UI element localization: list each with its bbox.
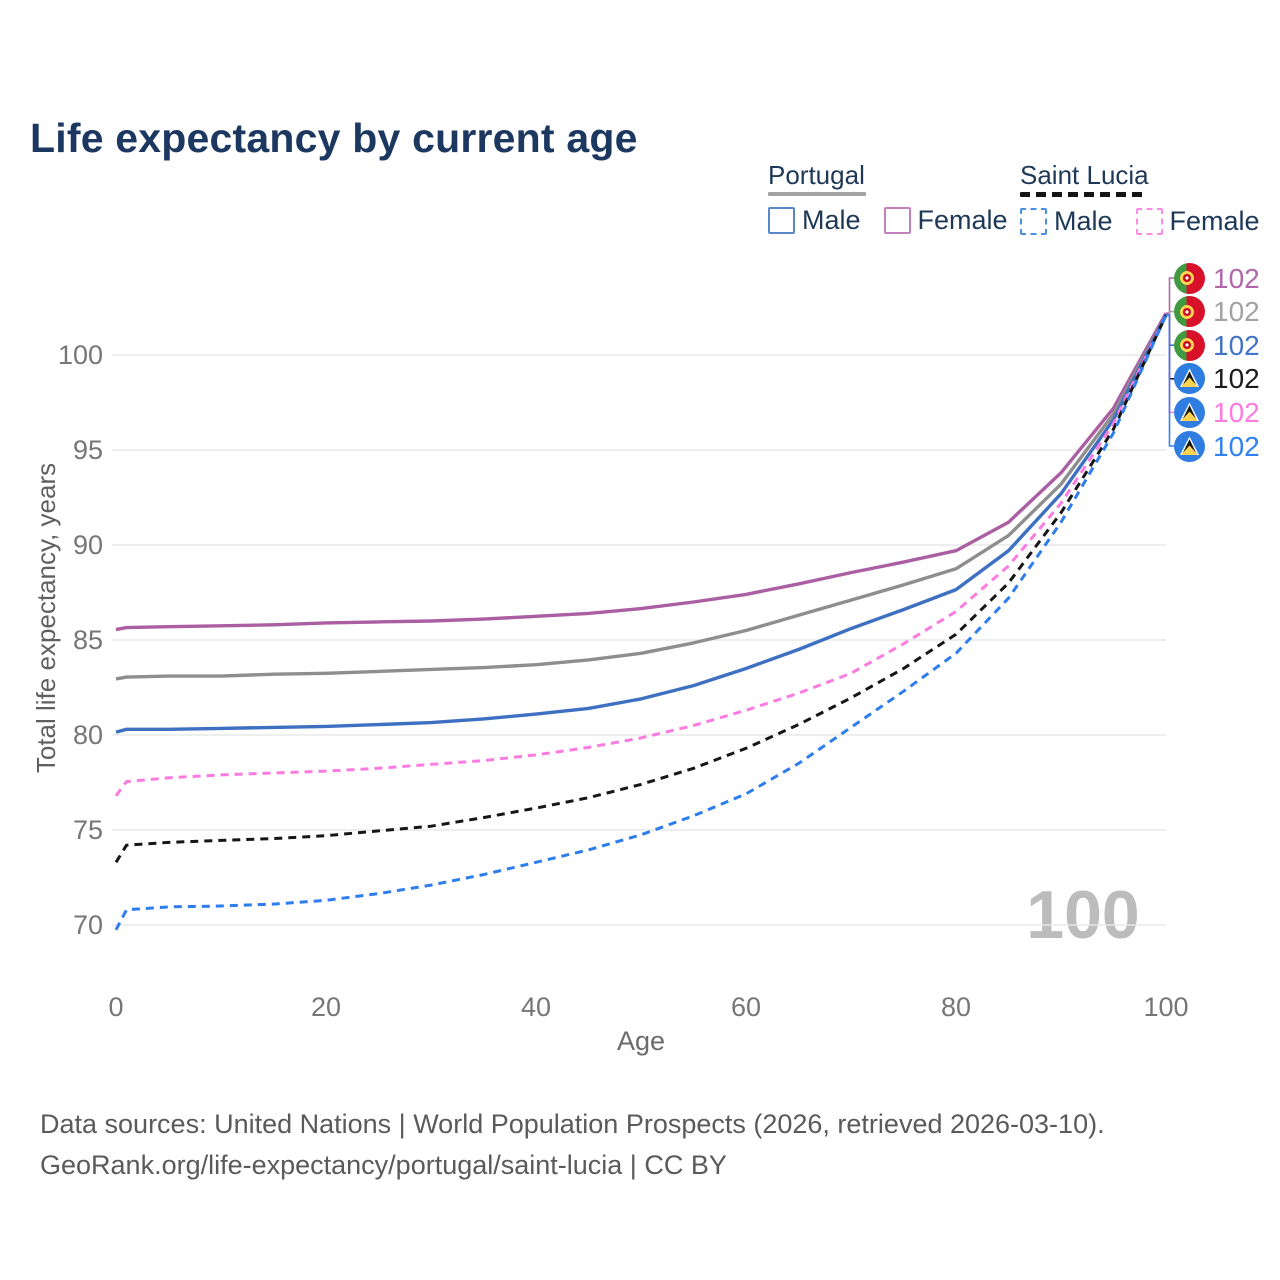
portugal-emblem-icon <box>1179 304 1194 319</box>
x-tick-label: 20 <box>311 992 341 1022</box>
saint-lucia-dashed-line-icon <box>1020 192 1144 197</box>
portugal-solid-line-icon <box>768 192 866 196</box>
portugal-flag-icon <box>1174 262 1205 294</box>
legend-country-portugal: Portugal <box>768 160 865 190</box>
legend-label-portugal-male: Male <box>802 205 861 235</box>
series-line-portugal-total <box>115 314 1168 681</box>
series-line-saint-lucia-total <box>114 314 1168 864</box>
saint-lucia-flag-icon <box>1174 363 1205 395</box>
data-sources-text: Data sources: United Nations | World Pop… <box>40 1109 1105 1139</box>
age-counter-watermark: 100 <box>1026 877 1140 953</box>
y-tick-label: 100 <box>58 340 103 370</box>
legend-item-saint-lucia-male[interactable]: Male <box>1020 206 1113 237</box>
legend-item-saint-lucia-female[interactable]: Female <box>1135 206 1260 237</box>
end-value: 102 <box>1213 296 1260 328</box>
page-title: Life expectancy by current age <box>30 115 638 162</box>
x-tick-label: 100 <box>1143 992 1188 1022</box>
attribution-text: GeoRank.org/life-expectancy/portugal/sai… <box>40 1150 727 1180</box>
line-chart: 70 75 80 85 90 95 100 0 20 40 60 80 100 <box>58 277 1189 1022</box>
series-end-label: 102 <box>1174 396 1260 428</box>
end-value: 102 <box>1213 430 1260 462</box>
legend-item-portugal-female[interactable]: Female <box>883 205 1008 236</box>
x-tick-label: 80 <box>941 992 971 1022</box>
portugal-flag-icon <box>1174 329 1205 361</box>
y-tick-label: 95 <box>73 435 103 465</box>
series-line-portugal-female <box>115 312 1168 632</box>
leader-line-portugal-female <box>1166 277 1174 314</box>
series-end-label: 102 <box>1174 262 1260 294</box>
end-value: 102 <box>1213 363 1260 395</box>
footer: Data sources: United Nations | World Pop… <box>40 1104 1105 1186</box>
legend-group-saint-lucia: Saint Lucia Male Female <box>1020 160 1260 237</box>
legend-country-saint-lucia: Saint Lucia <box>1020 160 1149 190</box>
portugal-emblem-icon <box>1179 338 1194 353</box>
y-tick-label: 80 <box>73 720 103 750</box>
x-tick-label: 0 <box>108 992 123 1022</box>
series-end-label: 102 <box>1174 329 1260 361</box>
legend-group-portugal: Portugal Male Female <box>768 160 1008 236</box>
saint-lucia-flag-icon <box>1174 430 1205 462</box>
end-value: 102 <box>1213 329 1260 361</box>
series-end-label: 102 <box>1174 296 1260 328</box>
legend-label-saint-lucia-male: Male <box>1054 206 1113 236</box>
portugal-male-swatch-icon <box>768 207 795 234</box>
series-line-saint-lucia-male <box>114 314 1168 931</box>
series-end-label: 102 <box>1174 363 1260 395</box>
saint-lucia-female-swatch-icon <box>1135 208 1163 235</box>
legend-label-saint-lucia-female: Female <box>1169 206 1260 236</box>
saint-lucia-male-swatch-icon <box>1020 208 1047 235</box>
series-end-label: 102 <box>1174 430 1260 462</box>
portugal-flag-icon <box>1174 296 1205 328</box>
y-tick-label: 75 <box>73 815 103 845</box>
x-tick-label: 40 <box>521 992 551 1022</box>
portugal-female-swatch-icon <box>883 207 911 234</box>
series-line-saint-lucia-female <box>114 314 1168 797</box>
gridlines: 70 75 80 85 90 95 100 0 20 40 60 80 100 <box>58 340 1189 1022</box>
y-tick-label: 85 <box>73 625 103 655</box>
x-tick-label: 60 <box>731 992 761 1022</box>
leader-line-saint-lucia-male <box>1166 314 1174 447</box>
y-tick-label: 90 <box>73 530 103 560</box>
series-line-portugal-male <box>115 314 1168 734</box>
y-tick-label: 70 <box>73 910 103 940</box>
portugal-emblem-icon <box>1179 271 1194 285</box>
end-value: 102 <box>1213 262 1260 294</box>
legend-label-portugal-female: Female <box>917 205 1008 235</box>
legend-item-portugal-male[interactable]: Male <box>768 205 861 236</box>
saint-lucia-flag-icon <box>1174 396 1205 428</box>
end-value: 102 <box>1213 396 1260 428</box>
x-axis-title: Age <box>616 1026 666 1056</box>
